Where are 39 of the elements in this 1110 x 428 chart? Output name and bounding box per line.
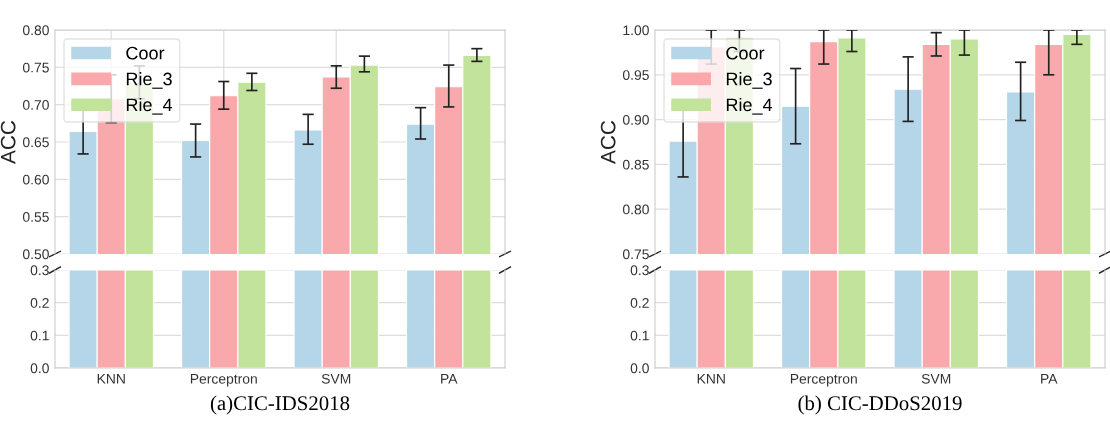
y-tick-label: 0.95 bbox=[622, 70, 649, 80]
y-tick-label: 0.2 bbox=[630, 298, 649, 308]
y-tick-label: 0.3 bbox=[630, 265, 649, 276]
y-tick-label: 0.50 bbox=[22, 249, 49, 260]
y-tick-label: 0.2 bbox=[30, 298, 49, 308]
y-tick-label: 0.80 bbox=[22, 25, 49, 36]
y-axis-title: ACC bbox=[0, 120, 16, 164]
x-tick-label: PA bbox=[1041, 374, 1058, 384]
x-tick-label: Perceptron bbox=[190, 374, 257, 387]
legend-label: Rie_3 bbox=[126, 72, 172, 89]
y-tick-label: 0.80 bbox=[622, 204, 649, 215]
y-tick-label: 0.1 bbox=[630, 330, 649, 341]
legend-label: Rie_4 bbox=[726, 97, 773, 115]
y-tick-label: 0.0 bbox=[630, 363, 649, 374]
x-tick-label: SVM bbox=[921, 373, 951, 384]
y-tick-label: 1.00 bbox=[623, 25, 649, 36]
legend-label: Rie_4 bbox=[126, 97, 173, 115]
y-tick-label: 0.70 bbox=[22, 100, 49, 110]
y-tick-label: 0.3 bbox=[30, 265, 49, 276]
x-tick-label: Perceptron bbox=[790, 374, 857, 387]
y-tick-label: 0.75 bbox=[622, 249, 649, 260]
x-tick-label: KNN bbox=[697, 374, 725, 384]
y-tick-label: 0.85 bbox=[622, 159, 649, 170]
text: (a)CIC-IDS2018 bbox=[210, 395, 350, 415]
y-axis-title: ACC bbox=[600, 120, 616, 164]
y-tick-label: 0.90 bbox=[622, 114, 649, 125]
y-tick-label: 0.75 bbox=[22, 62, 49, 73]
x-tick-label: KNN bbox=[97, 374, 125, 384]
y-tick-label: 0.1 bbox=[30, 330, 49, 341]
text: (b) CIC-DDoS2019 bbox=[798, 395, 962, 415]
y-tick-label: 0.0 bbox=[30, 363, 49, 374]
y-tick-label: 0.55 bbox=[22, 212, 49, 222]
x-tick-label: PA bbox=[441, 374, 458, 384]
legend-label: Rie_3 bbox=[726, 72, 772, 89]
legend-label: Coor bbox=[126, 46, 165, 60]
y-tick-label: 0.60 bbox=[22, 174, 49, 185]
legend-label: Coor bbox=[726, 46, 765, 60]
x-tick-label: SVM bbox=[321, 373, 351, 384]
y-tick-label: 0.65 bbox=[22, 137, 49, 148]
